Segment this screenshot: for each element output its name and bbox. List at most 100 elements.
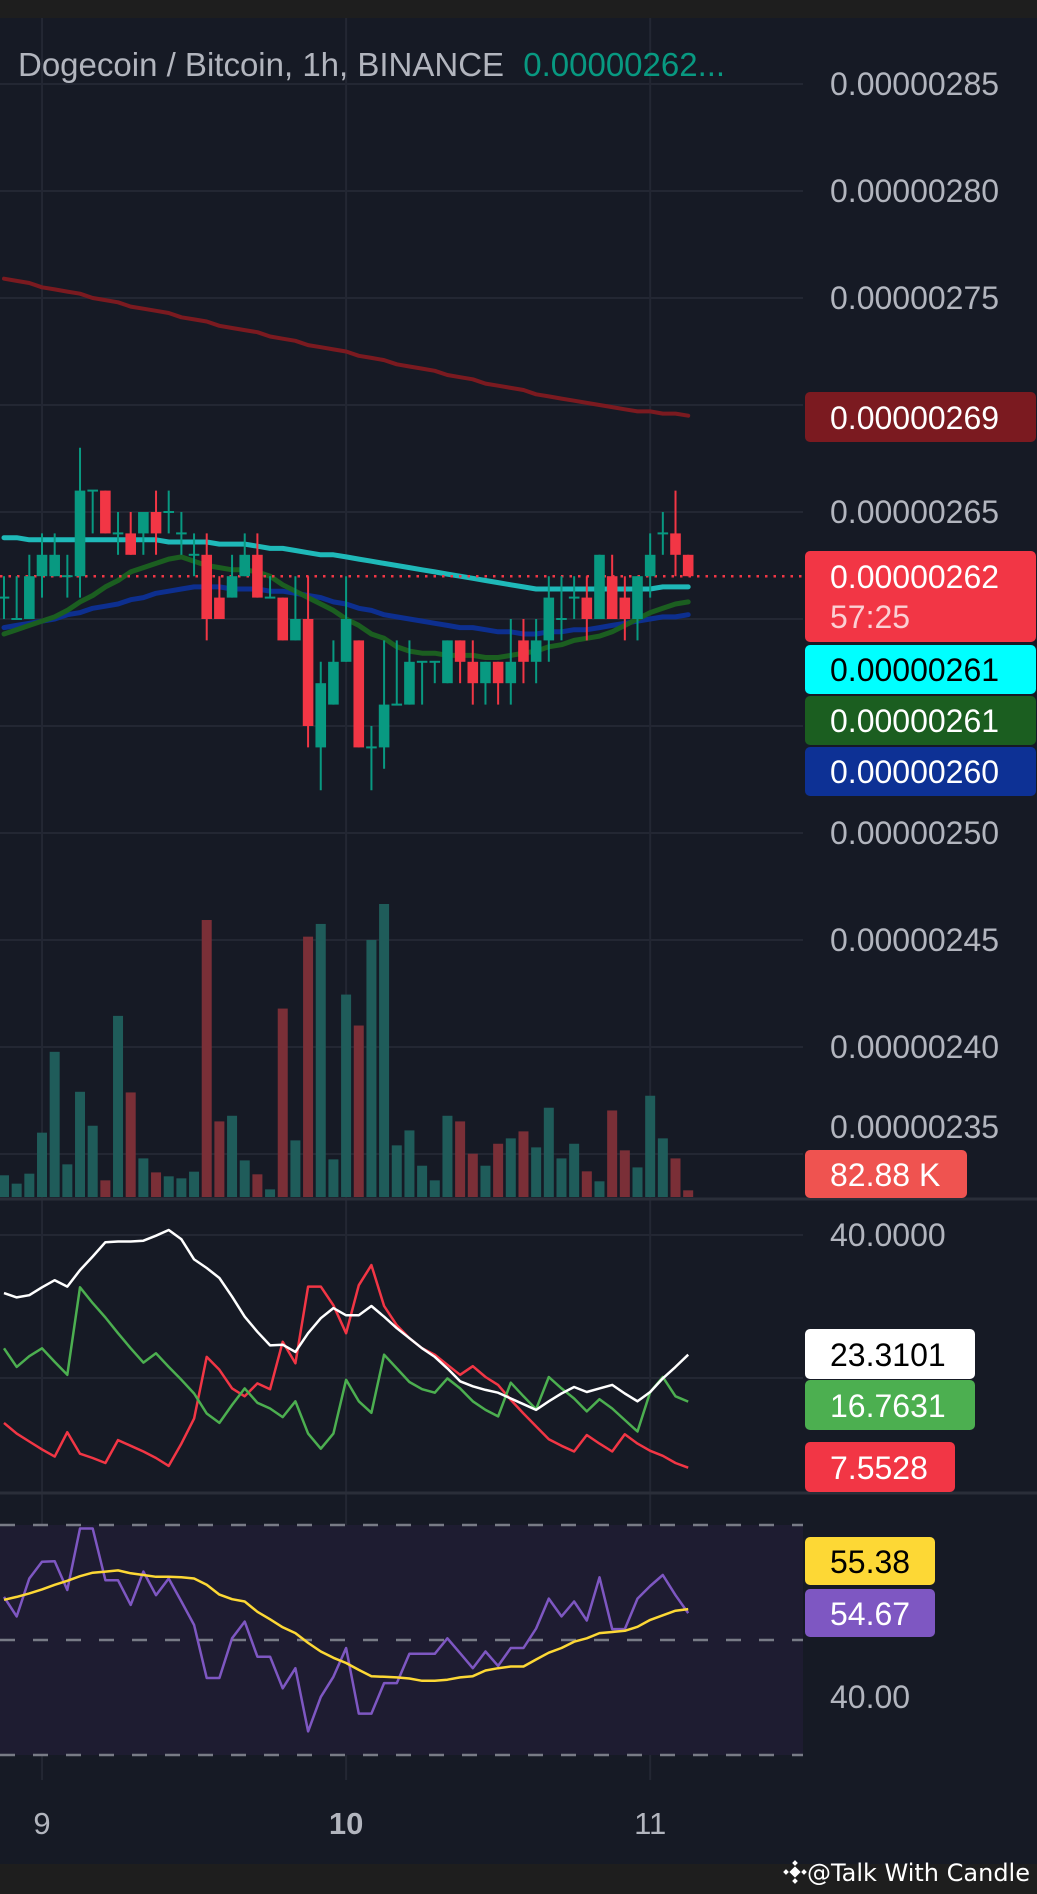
dmi-plus-di-line (2, 1286, 689, 1450)
candle-body (594, 554, 605, 619)
volume-label: 82.88 K (805, 1150, 967, 1198)
bottom-bar (0, 1864, 1037, 1894)
candle[interactable] (568, 576, 580, 619)
candle[interactable] (429, 660, 441, 684)
candle-body (366, 746, 377, 749)
candle[interactable] (492, 661, 504, 705)
candle[interactable] (657, 512, 669, 555)
candle[interactable] (670, 490, 681, 577)
candle[interactable] (62, 554, 73, 598)
candle-body (163, 511, 175, 513)
candle[interactable] (176, 512, 187, 555)
candle[interactable] (518, 619, 529, 684)
price-axis-tick-label: 0.00000280 (830, 173, 999, 209)
candle[interactable] (302, 576, 314, 748)
candle[interactable] (150, 490, 162, 555)
candle[interactable] (277, 597, 289, 641)
price-axis[interactable]: 0.00000285 0.00000280 0.00000275 0.00000265… (830, 66, 999, 1145)
ma-cyan-price-label: 0.00000261 (805, 645, 1036, 694)
candle-body (138, 512, 149, 534)
candle-body (24, 576, 35, 619)
candle-body (239, 554, 251, 577)
volume-bar (442, 1115, 453, 1197)
candle[interactable] (87, 489, 98, 534)
candle[interactable] (353, 640, 365, 748)
candle[interactable] (581, 576, 593, 641)
candle[interactable] (290, 576, 301, 641)
bar-countdown: 57:25 (830, 599, 910, 635)
candle[interactable] (239, 533, 251, 577)
candle[interactable] (252, 533, 263, 598)
candle[interactable] (467, 640, 479, 705)
time-axis-label: 10 (329, 1806, 363, 1841)
candle[interactable] (226, 554, 238, 598)
candle[interactable] (416, 660, 428, 705)
candle[interactable] (264, 576, 276, 599)
candle[interactable] (11, 576, 22, 620)
candle[interactable] (442, 640, 453, 684)
candle[interactable] (594, 554, 605, 619)
candle[interactable] (632, 576, 643, 641)
candle-body (11, 618, 22, 620)
volume-bar (683, 1190, 694, 1197)
price-axis-tick-label: 0.00000275 (830, 280, 999, 316)
candle[interactable] (100, 490, 111, 534)
volume-bar (11, 1183, 22, 1197)
candle[interactable] (340, 576, 352, 662)
volume-bar (607, 1110, 618, 1197)
candle[interactable] (682, 554, 694, 577)
volume-bar (518, 1131, 529, 1197)
candle[interactable] (328, 640, 339, 705)
time-axis[interactable]: 9 10 11 (33, 1806, 666, 1841)
candle[interactable] (366, 726, 377, 791)
candle[interactable] (201, 533, 213, 641)
candle[interactable] (24, 554, 35, 619)
candle[interactable] (188, 533, 200, 577)
candle[interactable] (36, 533, 48, 598)
candle[interactable] (378, 640, 390, 769)
candle[interactable] (125, 512, 136, 555)
candle[interactable] (163, 490, 175, 534)
volume-bar (62, 1164, 73, 1197)
candle[interactable] (404, 640, 415, 705)
candle[interactable] (315, 661, 327, 791)
candle[interactable] (391, 640, 403, 706)
price-axis-tick-label: 0.00000250 (830, 815, 999, 851)
volume-bar (87, 1125, 98, 1197)
candle-body (505, 661, 517, 684)
ma-blue-price-label: 0.00000260 (805, 747, 1036, 796)
candle[interactable] (619, 576, 631, 641)
candle[interactable] (0, 576, 10, 619)
candle-body (264, 596, 276, 599)
candle[interactable] (530, 619, 542, 684)
candle[interactable] (556, 576, 567, 641)
candle[interactable] (606, 554, 618, 619)
chart-legend[interactable]: Dogecoin / Bitcoin, 1h, BINANCE 0.000002… (18, 46, 725, 83)
rsi-value: 54.67 (830, 1596, 910, 1632)
volume-bar (480, 1165, 491, 1197)
candle[interactable] (454, 640, 466, 684)
candle[interactable] (214, 576, 225, 619)
candle[interactable] (112, 512, 124, 555)
volume-bar (493, 1143, 504, 1197)
candle[interactable] (543, 576, 555, 662)
rsi-label: 54.67 (805, 1589, 935, 1637)
candle[interactable] (480, 661, 491, 705)
candle[interactable] (138, 512, 149, 555)
candle-body (556, 618, 567, 620)
candle-body (442, 640, 453, 684)
candlesticks[interactable] (0, 447, 694, 791)
volume-bar (138, 1158, 149, 1197)
candle[interactable] (49, 533, 60, 577)
candle-body (416, 660, 428, 663)
dmi-minus-di-line (3, 1263, 689, 1469)
candle[interactable] (505, 619, 517, 705)
candle[interactable] (74, 447, 86, 598)
minus-di-label: 7.5528 (805, 1442, 955, 1492)
price-axis-tick-label: 0.00000240 (830, 1029, 999, 1065)
price-axis-tick-label: 0.00000235 (830, 1109, 999, 1145)
candle[interactable] (644, 533, 656, 598)
rsi-ma-label: 55.38 (805, 1537, 935, 1585)
candle-body (315, 683, 327, 748)
